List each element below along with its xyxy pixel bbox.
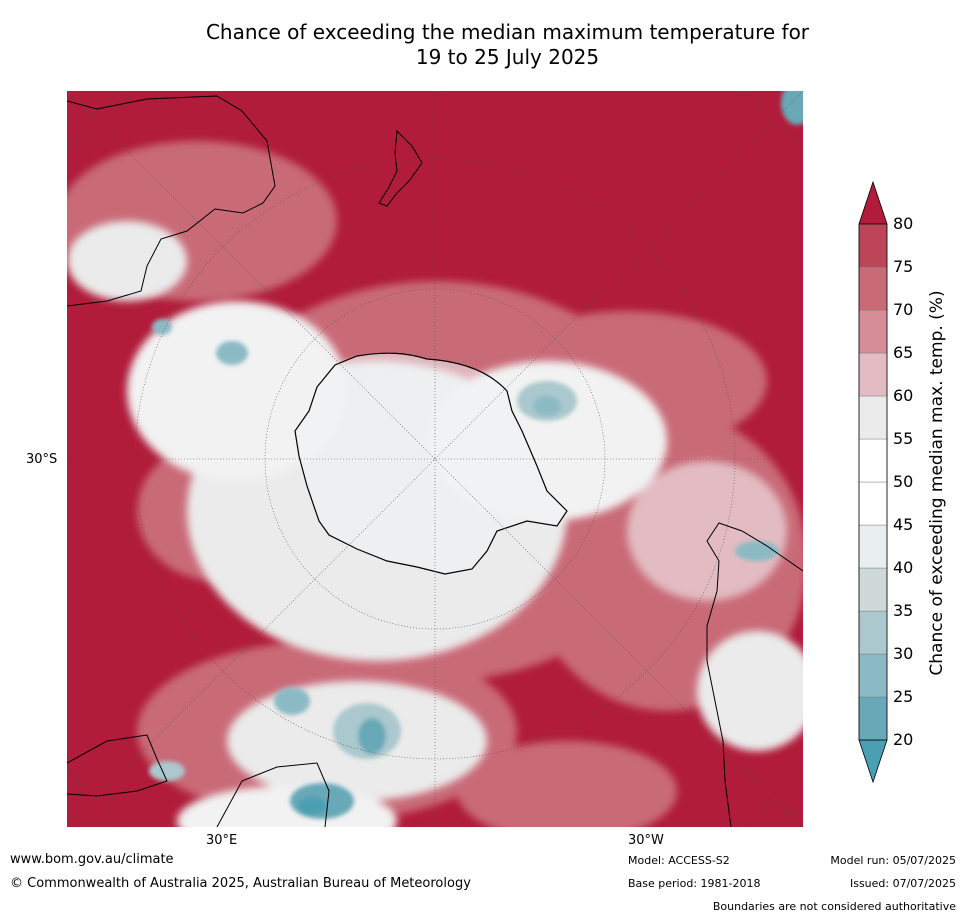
title-line-2: 19 to 25 July 2025 xyxy=(415,45,600,69)
base-period: Base period: 1981-2018 xyxy=(628,877,761,890)
colorbar-tick-label: 45 xyxy=(893,515,914,534)
probability-map xyxy=(67,91,803,827)
colorbar-bin xyxy=(858,266,888,311)
colorbar-tick-label: 70 xyxy=(893,300,914,319)
colorbar-bin xyxy=(858,352,888,397)
map-title: Chance of exceeding the median maximum t… xyxy=(0,20,965,70)
colorbar-tick-label: 25 xyxy=(893,687,914,706)
colorbar-bin xyxy=(858,481,888,526)
colorbar xyxy=(858,180,888,784)
colorbar-tick-label: 80 xyxy=(893,214,914,233)
antarctica-coastline xyxy=(294,352,568,575)
colorbar-tick-label: 30 xyxy=(893,644,914,663)
issued-date: Issued: 07/07/2025 xyxy=(849,877,956,890)
model-run-date: Model run: 05/07/2025 xyxy=(830,854,956,867)
colorbar-bin xyxy=(858,610,888,655)
colorbar-tick-label: 40 xyxy=(893,558,914,577)
colorbar-tick-label: 20 xyxy=(893,730,914,749)
model-name: Model: ACCESS-S2 xyxy=(628,854,730,867)
map-canvas xyxy=(67,91,803,827)
colorbar-bin xyxy=(858,567,888,612)
colorbar-bin xyxy=(858,438,888,483)
colorbar-bin xyxy=(858,696,888,741)
title-line-1: Chance of exceeding the median maximum t… xyxy=(205,20,810,44)
colorbar-tick-label: 60 xyxy=(893,386,914,405)
colorbar-bin xyxy=(858,653,888,698)
latitude-label: 30°S xyxy=(26,452,58,467)
boundaries-disclaimer: Boundaries are not considered authoritat… xyxy=(712,900,956,913)
longitude-label-east: 30°E xyxy=(206,833,238,848)
madagascar-coastline xyxy=(216,762,330,827)
graticule xyxy=(67,91,803,827)
africa-coastline xyxy=(67,734,168,797)
new-zealand-coastline xyxy=(378,129,423,207)
colorbar-extend-high xyxy=(858,180,888,225)
australia-coastline xyxy=(67,95,276,307)
south-america-coastline xyxy=(706,522,803,827)
colorbar-extend-low xyxy=(858,739,888,784)
colorbar-bin xyxy=(858,309,888,354)
colorbar-bin xyxy=(858,524,888,569)
colorbar-bin xyxy=(858,395,888,440)
colorbar-tick-label: 65 xyxy=(893,343,914,362)
website-link[interactable]: www.bom.gov.au/climate xyxy=(10,852,174,867)
low-probability-areas xyxy=(149,91,803,819)
colorbar-tick-label: 35 xyxy=(893,601,914,620)
colorbar-tick-label: 75 xyxy=(893,257,914,276)
longitude-label-west: 30°W xyxy=(628,833,664,848)
copyright-text: © Commonwealth of Australia 2025, Austra… xyxy=(10,876,471,891)
colorbar-tick-label: 55 xyxy=(893,429,914,448)
colorbar-tick-label: 50 xyxy=(893,472,914,491)
colorbar-bin xyxy=(858,223,888,268)
